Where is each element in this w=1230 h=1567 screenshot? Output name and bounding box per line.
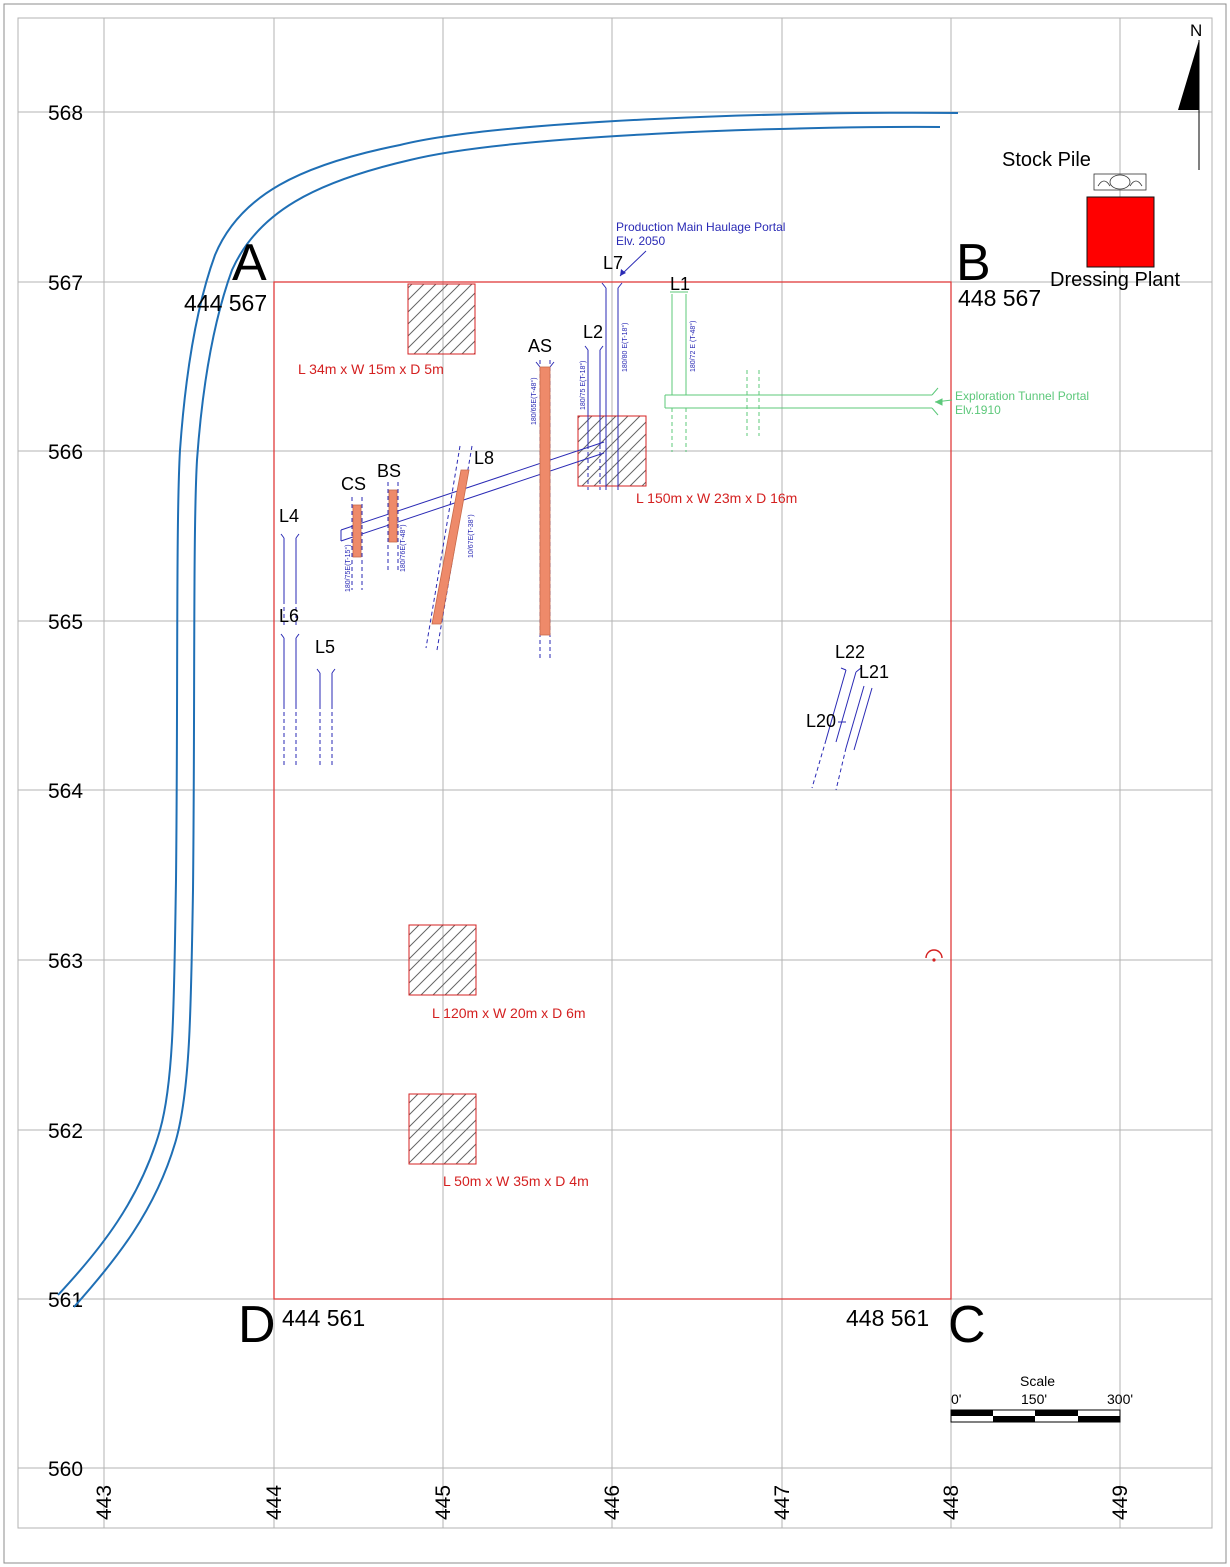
dip-tag: 10/67E(T-38°)	[467, 514, 475, 558]
easting-labels: 443 444 445 446 447 448 449	[93, 1485, 1132, 1520]
northing-label: 561	[48, 1289, 83, 1312]
corner-c-coord: 448 561	[846, 1305, 929, 1331]
work-area-label: L 120m x W 20m x D 6m	[432, 1005, 586, 1021]
easting-label: 445	[432, 1485, 455, 1520]
scale-label-150: 150'	[1021, 1391, 1047, 1407]
level-label-l21: L21	[859, 662, 889, 682]
corner-a-letter: A	[232, 234, 267, 292]
work-area-boxes	[407, 283, 647, 1165]
north-label: N	[1190, 21, 1202, 40]
work-area-labels: L 34m x W 15m x D 5m L 150m x W 23m x D …	[298, 361, 797, 1189]
work-area-box	[408, 924, 477, 996]
ore-bodies	[352, 366, 551, 636]
corner-d-letter: D	[238, 1296, 276, 1354]
production-portal-annotation: Production Main Haulage Portal Elv. 2050	[616, 220, 785, 277]
mine-tunnels	[280, 282, 873, 791]
stock-pile-label: Stock Pile	[1002, 149, 1091, 171]
exploration-portal-elevation: Elv.1910	[955, 403, 1001, 417]
level-label-l6: L6	[279, 606, 299, 626]
northing-label: 564	[48, 780, 83, 803]
dip-tag: 180/65E(T-48°)	[530, 377, 538, 425]
easting-label: 446	[601, 1485, 624, 1520]
production-portal-label: Production Main Haulage Portal	[616, 220, 785, 234]
corner-b-letter: B	[956, 234, 991, 292]
survey-marker	[925, 949, 943, 962]
work-area-box	[408, 1093, 477, 1165]
level-label-l7: L7	[603, 253, 623, 273]
easting-label: 449	[1109, 1485, 1132, 1520]
northing-label: 562	[48, 1120, 83, 1143]
map-frame	[17, 17, 1213, 1529]
northing-labels: 568 567 566 565 564 563 562 561 560	[48, 102, 83, 1481]
work-area-label: L 34m x W 15m x D 5m	[298, 361, 444, 377]
dressing-plant-label: Dressing Plant	[1050, 269, 1181, 291]
production-portal-elevation: Elv. 2050	[616, 234, 665, 248]
northing-label: 563	[48, 950, 83, 973]
level-label-l4: L4	[279, 506, 299, 526]
level-label-l8: L8	[474, 448, 494, 468]
dressing-plant-block	[1086, 196, 1155, 268]
work-area-box	[577, 415, 647, 487]
exploration-tunnel	[664, 291, 953, 452]
work-area-box	[407, 283, 476, 355]
level-label-l22: L22	[835, 642, 865, 662]
exploration-portal-annotation: Exploration Tunnel Portal Elv.1910	[955, 389, 1089, 417]
dip-tags: 180/80 E(T-18°) 180/72 E (T-48°) 180/75 …	[344, 321, 697, 592]
work-area-label: L 50m x W 35m x D 4m	[443, 1173, 589, 1189]
stock-pile-icon	[1093, 173, 1147, 191]
level-labels: L7 L1 L2 AS L8 CS BS L4 L6 L5 L22 L21 L2…	[279, 253, 889, 731]
scale-label-0: 0'	[951, 1391, 961, 1407]
exploration-portal-label: Exploration Tunnel Portal	[955, 389, 1089, 403]
level-label-l5: L5	[315, 637, 335, 657]
ore-body-cs	[352, 504, 362, 558]
scale-title: Scale	[1020, 1373, 1055, 1389]
level-label-as: AS	[528, 336, 552, 356]
corner-d-coord: 444 561	[282, 1305, 365, 1331]
corner-c-letter: C	[948, 1296, 986, 1354]
northing-label: 567	[48, 272, 83, 295]
access-road	[57, 111, 959, 1308]
dip-tag: 180/76E(T-48°)	[399, 524, 407, 572]
northing-label: 566	[48, 441, 83, 464]
corner-a-coord: 444 567	[184, 290, 267, 316]
scale-bar: Scale 0' 150' 300'	[950, 1373, 1133, 1423]
level-label-l1: L1	[670, 274, 690, 294]
easting-label: 444	[263, 1485, 286, 1520]
northing-label: 568	[48, 102, 83, 125]
level-label-l20: L20	[806, 711, 836, 731]
ore-body-as	[539, 366, 551, 636]
page-frame	[3, 3, 1227, 1564]
lease-boundary	[273, 281, 952, 1300]
level-label-l2: L2	[583, 322, 603, 342]
corner-b-coord: 448 567	[958, 285, 1041, 311]
easting-label: 443	[93, 1485, 116, 1520]
dip-tag: 180/75 E(T-18°)	[579, 361, 587, 411]
scale-label-300: 300'	[1107, 1391, 1133, 1407]
easting-label: 447	[771, 1485, 794, 1520]
ore-body-l8	[431, 469, 470, 625]
north-arrow: N	[1178, 21, 1202, 170]
level-label-bs: BS	[377, 461, 401, 481]
work-area-label: L 150m x W 23m x D 16m	[636, 490, 797, 506]
northing-label: 565	[48, 611, 83, 634]
easting-label: 448	[940, 1485, 963, 1520]
dip-tag: 180/72 E (T-48°)	[689, 321, 697, 372]
northing-label: 560	[48, 1458, 83, 1481]
level-label-cs: CS	[341, 474, 366, 494]
dip-tag: 180/80 E(T-18°)	[621, 323, 629, 373]
dip-tag: 180/75E(T-15°)	[344, 544, 352, 592]
ore-body-bs	[388, 489, 398, 543]
